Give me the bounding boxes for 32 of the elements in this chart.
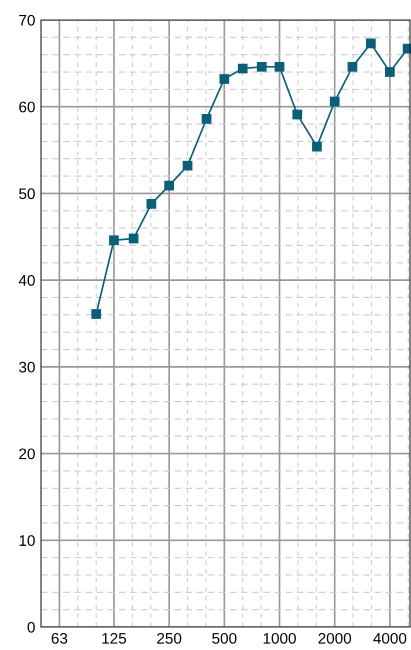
point: [109, 235, 119, 246]
x-tick-label: 125: [102, 632, 126, 644]
point: [312, 142, 322, 152]
point: [238, 64, 248, 74]
point: [164, 180, 174, 190]
x-tick-label: 2000: [318, 632, 352, 644]
point: [274, 62, 284, 72]
y-tick-label: 60: [19, 102, 35, 112]
y-tick-label: 0: [28, 622, 35, 633]
y-tick-label: 70: [19, 14, 35, 26]
point: [202, 114, 212, 124]
point: [330, 96, 340, 106]
point: [292, 110, 302, 120]
point: [219, 74, 230, 84]
point: [256, 62, 267, 72]
x-tick-label: 250: [157, 632, 182, 644]
point: [91, 309, 102, 319]
x-tick-label: 500: [212, 632, 236, 644]
point: [182, 160, 192, 171]
y-tick-label: 30: [19, 362, 35, 373]
point: [348, 62, 358, 72]
point: [146, 198, 156, 209]
y-tick-label: 20: [19, 448, 35, 460]
point: [128, 234, 138, 244]
y-tick-label: 50: [19, 188, 35, 200]
y-tick-label: 40: [18, 275, 35, 286]
point: [366, 38, 376, 48]
x-tick-label: 1000: [264, 632, 296, 644]
point: [385, 67, 395, 77]
x-tick-label: 63: [52, 632, 68, 644]
x-tick-label: 4000: [373, 632, 406, 644]
y-tick-label: 10: [20, 535, 35, 546]
